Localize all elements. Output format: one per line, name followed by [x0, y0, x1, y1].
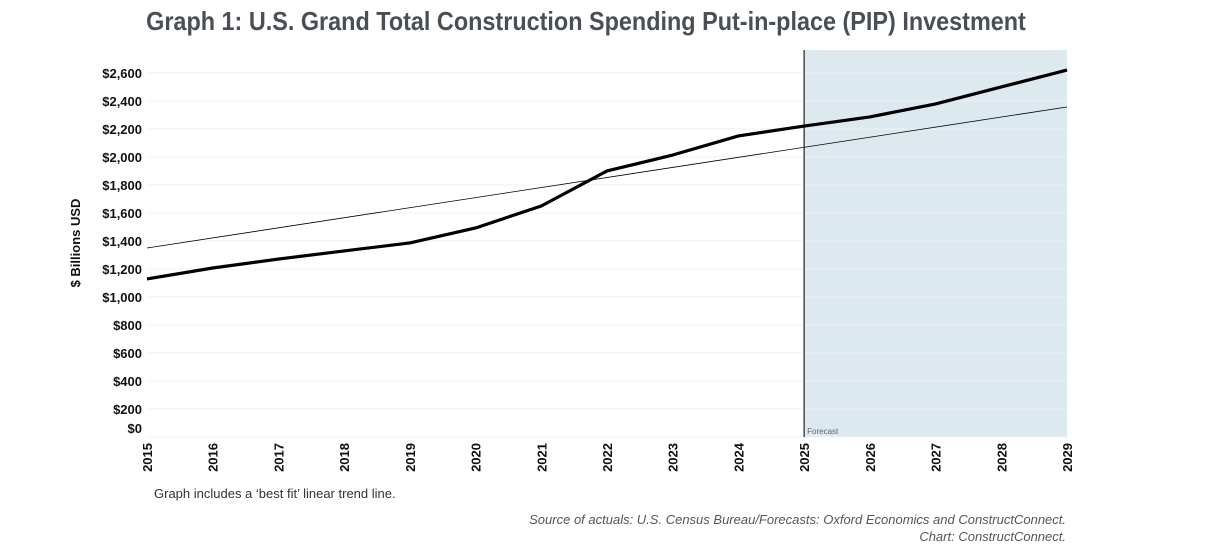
y-tick-label: $1,000 — [102, 290, 142, 305]
y-tick-label: $600 — [113, 346, 142, 361]
x-tick-label: 2016 — [206, 443, 221, 472]
x-tick-label: 2022 — [600, 443, 615, 472]
y-axis-label: $ Billions USD — [68, 199, 83, 288]
x-tick-label: 2026 — [863, 443, 878, 472]
x-tick-label: 2024 — [731, 442, 746, 472]
source-text: Source of actuals: U.S. Census Bureau/Fo… — [529, 511, 1066, 545]
chart-title: Graph 1: U.S. Grand Total Construction S… — [146, 6, 1026, 36]
y-tick-label: $1,600 — [102, 206, 142, 221]
x-tick-label: 2019 — [403, 443, 418, 472]
x-tick-label: 2029 — [1060, 443, 1075, 472]
y-tick-label: $2,400 — [102, 94, 142, 109]
x-tick-label: 2018 — [337, 443, 352, 472]
y-tick-label: $400 — [113, 374, 142, 389]
x-tick-label: 2025 — [797, 443, 812, 472]
x-tick-label: 2020 — [469, 443, 484, 472]
x-tick-label: 2027 — [929, 443, 944, 472]
y-tick-label: $2,600 — [102, 66, 142, 81]
x-tick-label: 2021 — [534, 443, 549, 472]
forecast-region — [804, 50, 1067, 437]
y-tick-label: $800 — [113, 318, 142, 333]
source-line-2: Chart: ConstructConnect. — [919, 529, 1066, 544]
x-tick-label: 2017 — [271, 443, 286, 472]
x-tick-label: 2028 — [994, 443, 1009, 472]
forecast-label: Forecast — [807, 427, 839, 436]
source-line-1: Source of actuals: U.S. Census Bureau/Fo… — [529, 512, 1066, 527]
y-tick-label: $200 — [113, 402, 142, 417]
y-tick-label: $1,400 — [102, 234, 142, 249]
y-tick-label: $1,200 — [102, 262, 142, 277]
x-tick-label: 2015 — [140, 443, 155, 472]
y-tick-label: $2,000 — [102, 150, 142, 165]
y-tick-label: $0 — [128, 421, 142, 436]
trend-note: Graph includes a ‘best fit’ linear trend… — [154, 486, 396, 501]
series-line — [146, 68, 1068, 281]
y-tick-label: $2,200 — [102, 122, 142, 137]
x-tick-label: 2023 — [666, 443, 681, 472]
y-tick-label: $1,800 — [102, 178, 142, 193]
trend-line — [146, 106, 1068, 249]
